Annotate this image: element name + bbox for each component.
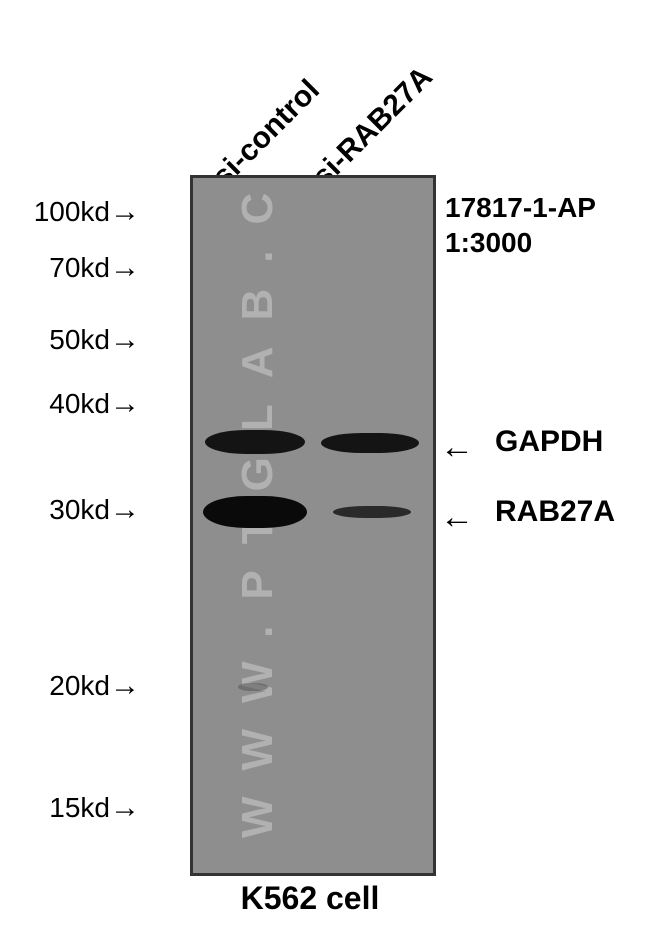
western-blot-figure: si-control si-RAB27A 17817-1-AP 1:3000 1… [0, 0, 650, 931]
arrow-right-icon [110, 791, 140, 824]
band-rab27a-ctrl [203, 496, 307, 528]
marker-20kd: 20kd [0, 670, 140, 702]
marker-30kd: 30kd [0, 494, 140, 526]
band-gapdh-si [321, 433, 419, 453]
marker-50kd: 50kd [0, 324, 140, 356]
arrow-right-icon [110, 323, 140, 356]
band-gapdh-ctrl [205, 430, 305, 454]
arrow-right-icon [110, 387, 140, 420]
marker-15kd: 15kd [0, 792, 140, 824]
marker-40kd: 40kd [0, 388, 140, 420]
antibody-info-block: 17817-1-AP 1:3000 [445, 190, 596, 260]
arrow-left-icon [440, 500, 474, 534]
band-rab27a-si [333, 506, 411, 518]
marker-100kd: 100kd [0, 196, 140, 228]
antibody-dilution: 1:3000 [445, 225, 596, 260]
blot-membrane: WWW.PTGLAB.COM [190, 175, 436, 876]
arrow-right-icon [110, 251, 140, 284]
marker-70kd: 70kd [0, 252, 140, 284]
lane-label-si-rab27a: si-RAB27A [306, 60, 440, 194]
arrow-right-icon [110, 669, 140, 702]
target-label-rab27a: RAB27A [495, 495, 615, 529]
antibody-catalog: 17817-1-AP [445, 190, 596, 225]
arrow-right-icon [110, 195, 140, 228]
sample-label: K562 cell [190, 880, 430, 917]
target-label-gapdh: GAPDH [495, 425, 603, 459]
arrow-right-icon [110, 493, 140, 526]
arrow-left-icon [440, 430, 474, 464]
band-faint-20kd [238, 683, 268, 691]
